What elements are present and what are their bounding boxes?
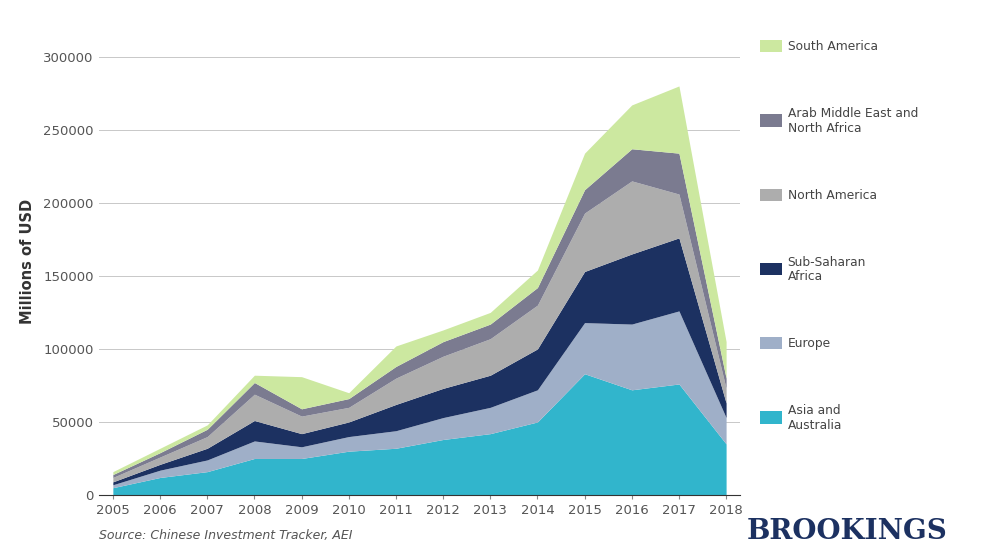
Text: South America: South America	[787, 40, 877, 53]
Text: North America: North America	[787, 189, 876, 202]
Y-axis label: Millions of USD: Millions of USD	[20, 199, 35, 324]
Text: Europe: Europe	[787, 337, 830, 350]
Text: BROOKINGS: BROOKINGS	[746, 518, 947, 545]
Text: Asia and
Australia: Asia and Australia	[787, 404, 841, 432]
Text: Sub-Saharan
Africa: Sub-Saharan Africa	[787, 256, 865, 283]
Text: Arab Middle East and
North Africa: Arab Middle East and North Africa	[787, 107, 917, 135]
Text: Source: Chinese Investment Tracker, AEI: Source: Chinese Investment Tracker, AEI	[99, 529, 352, 542]
